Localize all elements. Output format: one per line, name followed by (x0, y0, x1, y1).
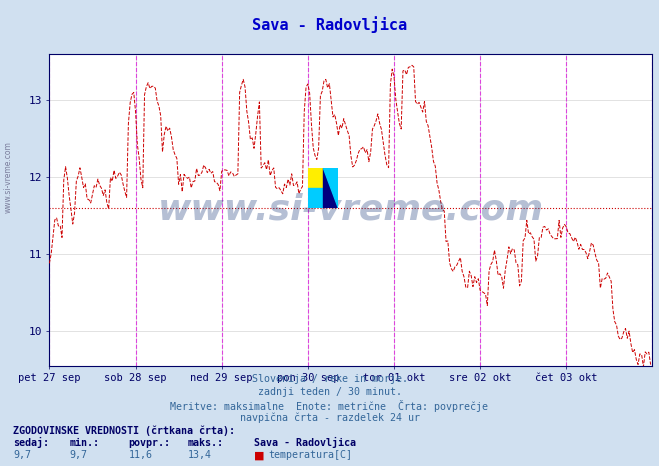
Polygon shape (323, 168, 337, 208)
Text: 11,6: 11,6 (129, 451, 152, 460)
Text: navpična črta - razdelek 24 ur: navpična črta - razdelek 24 ur (239, 413, 420, 424)
Text: ZGODOVINSKE VREDNOSTI (črtkana črta):: ZGODOVINSKE VREDNOSTI (črtkana črta): (13, 425, 235, 436)
Text: Slovenija / reke in morje.: Slovenija / reke in morje. (252, 374, 407, 384)
Text: zadnji teden / 30 minut.: zadnji teden / 30 minut. (258, 387, 401, 397)
Text: sedaj:: sedaj: (13, 437, 49, 448)
Text: ■: ■ (254, 451, 264, 460)
Text: 9,7: 9,7 (13, 451, 31, 460)
Text: Sava - Radovljica: Sava - Radovljica (252, 16, 407, 33)
Text: Sava - Radovljica: Sava - Radovljica (254, 437, 356, 448)
Text: 13,4: 13,4 (188, 451, 212, 460)
Bar (308, 188, 323, 208)
Bar (323, 168, 337, 208)
Bar (308, 168, 323, 188)
Text: www.si-vreme.com: www.si-vreme.com (3, 141, 13, 213)
Text: maks.:: maks.: (188, 439, 224, 448)
Text: povpr.:: povpr.: (129, 439, 171, 448)
Text: 9,7: 9,7 (69, 451, 87, 460)
Text: Meritve: maksimalne  Enote: metrične  Črta: povprečje: Meritve: maksimalne Enote: metrične Črta… (171, 400, 488, 412)
Text: temperatura[C]: temperatura[C] (268, 451, 352, 460)
Text: www.si-vreme.com: www.si-vreme.com (158, 193, 544, 226)
Text: min.:: min.: (69, 439, 100, 448)
